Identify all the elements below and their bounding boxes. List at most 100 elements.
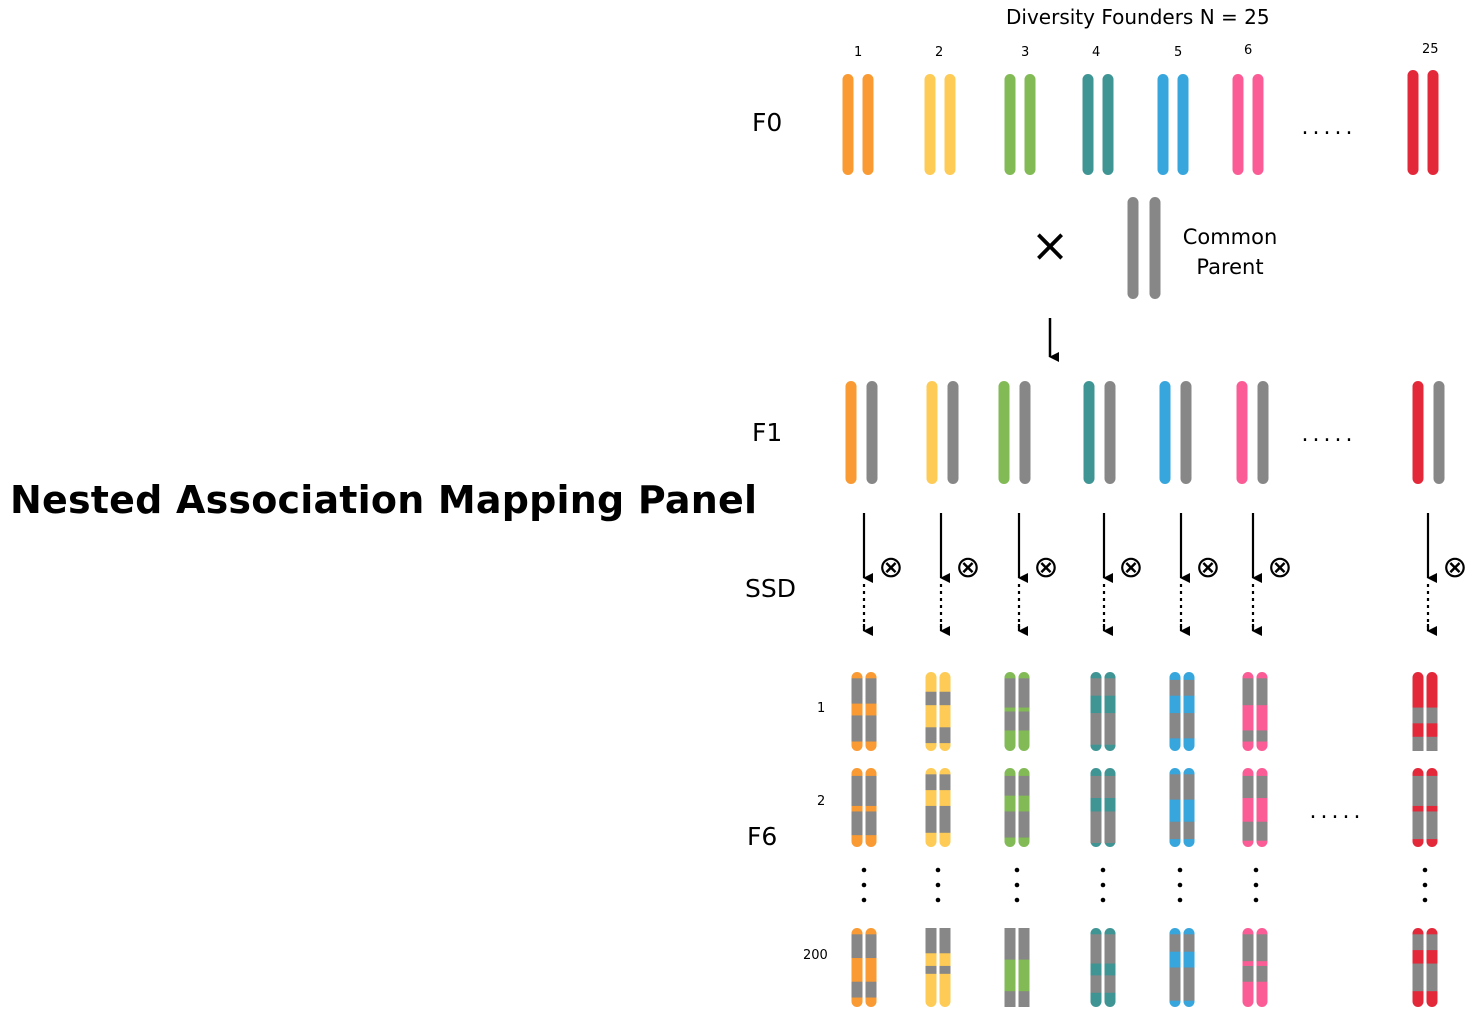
common-parent-segment xyxy=(1004,991,1016,1007)
vertical-ellipsis-dot xyxy=(1177,897,1183,903)
common-parent-segment xyxy=(1018,928,1030,960)
common-parent-segment xyxy=(1169,821,1181,840)
common-parent-segment xyxy=(1104,975,1116,993)
common-parent-segment xyxy=(1169,679,1181,696)
founder-chromosome xyxy=(1082,74,1094,175)
f1-parent-chromosome xyxy=(1019,381,1031,484)
selfing-symbol: ⊗ xyxy=(1118,550,1143,585)
common-parent-segment xyxy=(1256,965,1268,982)
common-parent-segment xyxy=(1090,678,1102,696)
common-parent-segment xyxy=(1183,679,1195,696)
common-parent-segment xyxy=(851,715,863,742)
common-parent-segment xyxy=(1242,678,1254,706)
vertical-ellipsis-group xyxy=(861,867,1428,903)
founder-chromosome xyxy=(1157,74,1169,175)
founder-label-6: 6 xyxy=(1244,43,1253,58)
f1-founder-chromosome xyxy=(845,381,857,484)
founder-chromosome xyxy=(944,74,956,175)
common-parent-segment xyxy=(1090,934,1102,964)
founder-chromosome xyxy=(1177,74,1189,175)
f1-founder-chromosome xyxy=(1159,381,1171,484)
common-parent-segment xyxy=(1412,934,1424,951)
common-parent-segment xyxy=(925,774,937,791)
common-parent-segment xyxy=(1018,775,1030,796)
common-parent-segment xyxy=(1426,811,1438,840)
common-parent-segment xyxy=(1090,811,1102,844)
common-parent-segment xyxy=(1169,934,1181,952)
founder-chromosome xyxy=(1102,74,1114,175)
vertical-ellipsis-dot xyxy=(1253,897,1259,903)
founder-label-2: 2 xyxy=(935,45,944,60)
f1-parent-chromosome xyxy=(947,381,959,484)
common-parent-segment xyxy=(1183,934,1195,952)
common-parent-segment xyxy=(1004,711,1016,731)
common-parent-segment xyxy=(865,811,877,836)
selfing-symbol: ⊗ xyxy=(1442,550,1467,585)
common-parent-segment xyxy=(851,981,863,998)
common-parent-segment xyxy=(865,934,877,959)
common-parent-segment xyxy=(1256,934,1268,962)
common-parent-segment xyxy=(1426,775,1438,806)
f6-ellipsis: ..... xyxy=(1310,799,1365,824)
common-parent-segment xyxy=(1242,821,1254,841)
common-parent-segment xyxy=(1256,821,1268,841)
common-parent-segment xyxy=(865,678,877,704)
vertical-ellipsis-dot xyxy=(1422,897,1428,903)
common-parent-segment xyxy=(1242,965,1254,982)
common-parent-segment xyxy=(1256,775,1268,799)
common-parent-segment xyxy=(1004,928,1016,960)
selfing-symbol: ⊗ xyxy=(1195,550,1220,585)
vertical-ellipsis-dot xyxy=(935,897,941,903)
vertical-ellipsis-dot xyxy=(1014,867,1020,873)
vertical-ellipsis-dot xyxy=(1177,867,1183,873)
common-parent-segment xyxy=(1004,811,1016,838)
common-parent-segment xyxy=(1090,775,1102,799)
common-parent-segment xyxy=(865,981,877,998)
common-parent-segment xyxy=(925,727,937,744)
common-parent-segment xyxy=(1183,967,1195,1001)
common-parent-segment xyxy=(1169,713,1181,739)
common-parent-segment xyxy=(1412,963,1424,992)
generation-f6-label: F6 xyxy=(747,822,778,851)
common-parent-segment xyxy=(939,691,951,706)
common-parent-segment xyxy=(1090,975,1102,993)
vertical-ellipsis-dot xyxy=(935,882,941,888)
common-parent-segment xyxy=(1426,736,1438,751)
common-parent-chromosome xyxy=(1149,197,1161,299)
founder-chromosome xyxy=(862,74,874,175)
f1-founder-chromosome xyxy=(998,381,1010,484)
vertical-ellipsis-dot xyxy=(935,867,941,873)
common-parent-segment xyxy=(1169,967,1181,1001)
common-parent-segment xyxy=(1242,934,1254,962)
common-parent-segment xyxy=(1242,775,1254,799)
founder-label-3: 3 xyxy=(1021,45,1030,60)
vertical-ellipsis-dot xyxy=(1100,882,1106,888)
f0-founders xyxy=(842,70,1439,175)
common-parent-segment xyxy=(865,775,877,806)
founder-chromosome xyxy=(1024,74,1036,175)
f1-founder-chromosome xyxy=(1083,381,1095,484)
common-parent-segment xyxy=(1018,678,1030,708)
vertical-ellipsis-dot xyxy=(1177,882,1183,888)
row-label-200: 200 xyxy=(803,948,828,963)
vertical-ellipsis-dot xyxy=(1253,867,1259,873)
common-parent-segment xyxy=(1018,991,1030,1007)
f1-founder-chromosome xyxy=(1236,381,1248,484)
generation-f0-label: F0 xyxy=(752,108,783,137)
vertical-ellipsis-dot xyxy=(1422,882,1428,888)
founder-label-5: 5 xyxy=(1174,45,1183,60)
founder-chromosome xyxy=(1407,70,1419,175)
f1-parent-chromosome xyxy=(1180,381,1192,484)
founder-label-4: 4 xyxy=(1092,45,1101,60)
vertical-ellipsis-dot xyxy=(861,867,867,873)
common-parent-segment xyxy=(939,774,951,791)
common-parent-segment xyxy=(1018,711,1030,731)
common-parent-segment xyxy=(1426,934,1438,951)
founder-chromosome xyxy=(842,74,854,175)
founder-chromosome xyxy=(1232,74,1244,175)
common-parent-segment xyxy=(1018,811,1030,838)
common-parent-line1: Common xyxy=(1182,225,1278,249)
common-parent-line2: Parent xyxy=(1196,255,1264,279)
common-parent-segment xyxy=(1256,730,1268,742)
founder-chromosome xyxy=(924,74,936,175)
